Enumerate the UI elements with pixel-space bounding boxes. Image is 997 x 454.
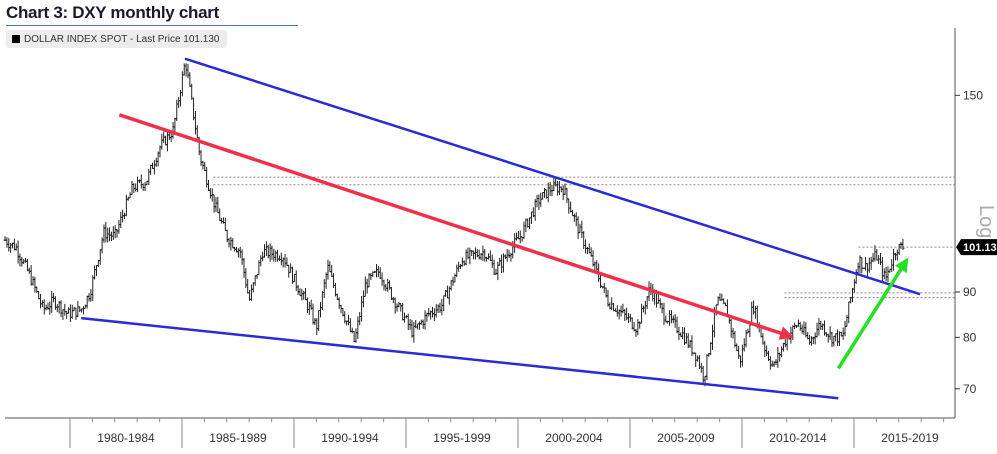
legend-label: DOLLAR INDEX SPOT - Last Price 101.130 <box>24 33 220 45</box>
x-tick-label: 2000-2004 <box>545 431 603 445</box>
x-tick-label: 2005-2009 <box>657 431 715 445</box>
x-tick-label: 1995-1999 <box>433 431 491 445</box>
title-underline <box>6 25 298 26</box>
price-bars <box>3 63 905 387</box>
last-price-label: 101.13 <box>963 242 997 254</box>
y-tick-label: 90 <box>963 285 977 299</box>
chart-title: Chart 3: DXY monthly chart <box>6 3 219 22</box>
legend-swatch <box>12 35 20 43</box>
lower-blue-trendline <box>81 316 839 400</box>
red-downtrend-arrow <box>118 113 795 340</box>
x-tick-label: 2015-2019 <box>881 431 939 445</box>
chart-legend: DOLLAR INDEX SPOT - Last Price 101.130 <box>6 30 228 48</box>
green-uptrend-arrow <box>836 257 909 370</box>
log-scale-label: Log <box>975 205 997 238</box>
x-tick-label: 1980-1984 <box>97 431 155 445</box>
x-tick-label: 1990-1994 <box>321 431 379 445</box>
y-tick-label: 80 <box>963 330 977 344</box>
upper-blue-trendline <box>184 57 921 296</box>
last-price-tag <box>956 239 997 256</box>
y-tick-label: 150 <box>963 88 983 102</box>
x-tick-label: 2010-2014 <box>769 431 827 445</box>
x-tick-label: 1985-1989 <box>209 431 267 445</box>
y-tick-label: 70 <box>963 382 977 396</box>
